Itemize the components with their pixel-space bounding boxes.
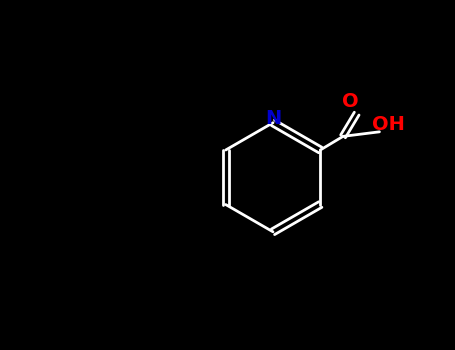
Text: OH: OH <box>372 114 405 134</box>
Text: N: N <box>265 109 281 128</box>
Text: O: O <box>342 92 358 111</box>
